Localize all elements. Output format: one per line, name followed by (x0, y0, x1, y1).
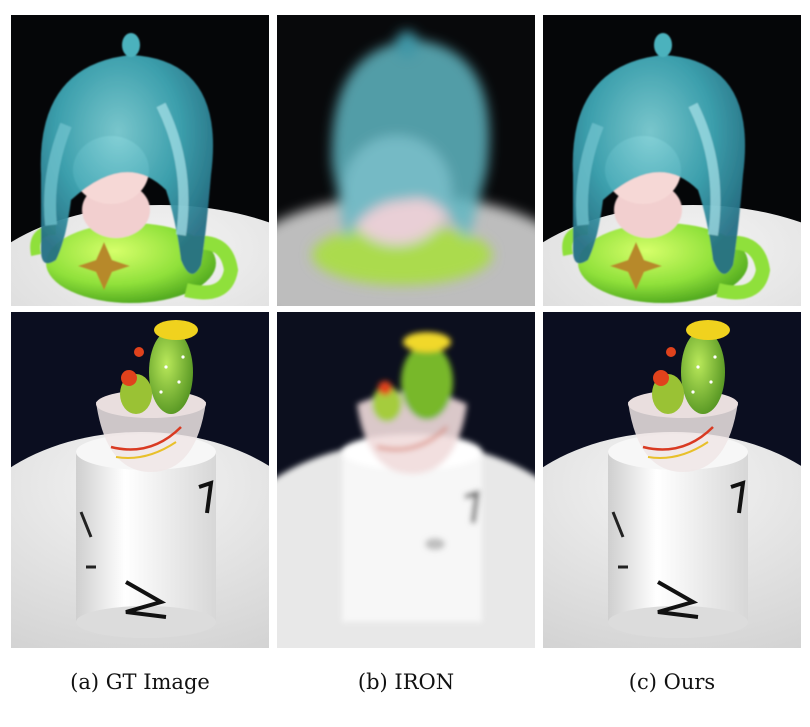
gt-image-figurine (11, 15, 269, 306)
caption-iron: (b) IRON (357, 670, 455, 694)
ours-image-cactus (543, 312, 801, 648)
caption-gt-image: (a) GT Image (70, 670, 210, 694)
ours-image-figurine (543, 15, 801, 306)
iron-image-cactus (277, 312, 535, 648)
caption-ours: (c) Ours (628, 670, 716, 694)
iron-image-figurine (277, 15, 535, 306)
gt-image-cactus (11, 312, 269, 648)
